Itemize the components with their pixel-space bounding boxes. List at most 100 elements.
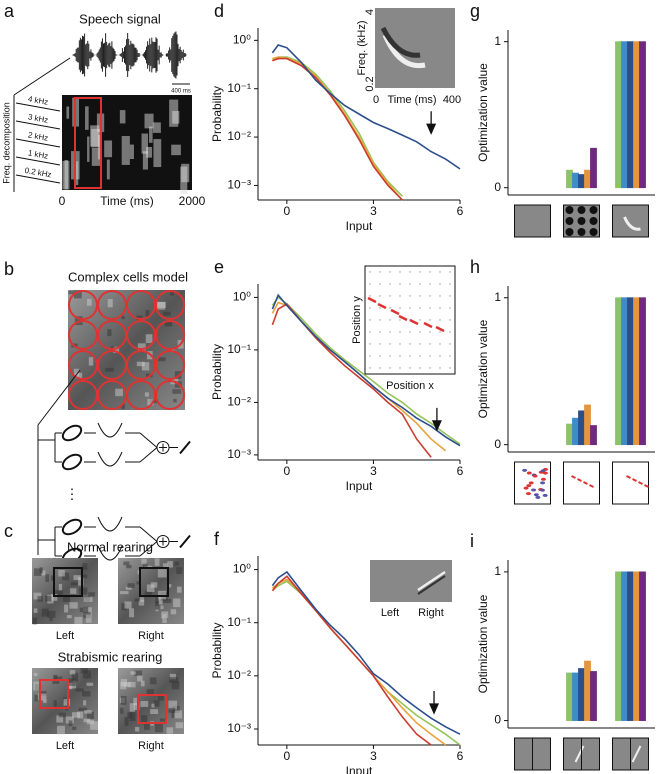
x-tick-label: 6 — [457, 749, 464, 763]
line — [271, 575, 432, 746]
x-tick-label: 6 — [457, 204, 464, 218]
texture — [146, 584, 155, 592]
panel-letter: f — [214, 529, 220, 549]
inset-dot — [369, 355, 371, 357]
inset-dot — [429, 271, 431, 273]
inset-dot — [389, 283, 391, 285]
inset-dot — [409, 283, 411, 285]
ellipsis: ⋮ — [65, 486, 79, 502]
spectrogram-band — [144, 113, 154, 129]
texture — [88, 592, 96, 597]
bar — [572, 417, 579, 446]
y-tick-label: 10⁻³ — [227, 447, 251, 461]
texture — [149, 677, 157, 685]
bar — [639, 297, 646, 446]
texture — [71, 672, 79, 682]
inset-dot — [429, 343, 431, 345]
bar — [584, 404, 591, 446]
texture — [162, 614, 167, 623]
texture — [107, 299, 113, 308]
thumbnail-feature — [577, 478, 582, 482]
texture — [33, 568, 42, 576]
thumbnail-feature — [540, 481, 546, 485]
thumbnail-feature — [623, 216, 641, 231]
receptive-field — [155, 290, 185, 320]
band-arrow — [15, 102, 61, 112]
thumbnail-feature — [583, 481, 588, 485]
texture — [170, 290, 175, 296]
texture — [85, 614, 92, 623]
inset-dot — [449, 319, 451, 321]
bar — [639, 41, 646, 189]
texture — [80, 668, 88, 674]
inset-dot — [429, 319, 431, 321]
x-label: Input — [346, 219, 373, 233]
inset-dot — [429, 367, 431, 369]
patch — [137, 694, 167, 724]
texture — [49, 617, 53, 622]
inset-feature — [377, 302, 387, 310]
spectrogram-band — [172, 110, 180, 124]
thumbnail-feature — [577, 217, 586, 225]
inset-dot — [399, 331, 401, 333]
nonlinearity — [97, 545, 123, 561]
receptive-field — [155, 320, 185, 350]
texture — [130, 671, 136, 675]
band-label: 2 kHz — [27, 130, 49, 142]
texture — [62, 594, 71, 602]
texture — [73, 368, 80, 377]
texture — [86, 682, 94, 686]
inset-feature — [390, 308, 400, 316]
texture — [121, 315, 125, 320]
texture — [144, 722, 150, 730]
texture — [52, 680, 60, 684]
texture — [58, 569, 65, 577]
spectrogram-band — [142, 151, 149, 170]
band-arrow — [15, 156, 61, 166]
thumbnail-feature — [565, 217, 574, 225]
y-tick-label: 1 — [494, 290, 501, 304]
panel-letter: h — [470, 257, 480, 277]
bar — [633, 41, 640, 189]
texture — [69, 670, 76, 675]
inset-dot — [369, 283, 371, 285]
line — [271, 293, 461, 447]
inset-dot — [389, 367, 391, 369]
texture — [125, 586, 132, 590]
texture — [53, 700, 57, 707]
texture — [139, 597, 145, 602]
inset-feature — [409, 318, 419, 326]
y-tick-label: 10⁻² — [227, 129, 251, 143]
texture — [58, 712, 66, 718]
texture — [134, 598, 141, 602]
bar — [615, 41, 622, 189]
inset-label: Right — [418, 607, 444, 619]
nonlinearity — [97, 422, 123, 438]
inset-dot — [419, 355, 421, 357]
texture — [136, 315, 143, 321]
texture — [129, 712, 136, 722]
bar — [615, 571, 622, 721]
texture — [121, 603, 127, 611]
texture — [107, 329, 112, 337]
texture — [164, 320, 173, 327]
inset-dot — [429, 355, 431, 357]
inset-y-tick: 4 — [364, 9, 376, 15]
line — [272, 57, 403, 201]
inset-dot — [379, 331, 381, 333]
texture — [40, 691, 47, 696]
texture — [170, 609, 177, 615]
texture — [171, 711, 175, 718]
y-label: Optimization value — [476, 319, 490, 418]
texture — [78, 577, 84, 586]
bar — [584, 660, 591, 721]
inset-dot — [409, 307, 411, 309]
texture — [82, 691, 91, 697]
inset-dot — [369, 295, 371, 297]
texture — [150, 709, 159, 715]
thumbnail-feature — [638, 481, 643, 485]
thumbnail-feature — [528, 481, 534, 485]
texture — [173, 598, 181, 608]
inset-dot — [449, 307, 451, 309]
line — [271, 578, 447, 746]
